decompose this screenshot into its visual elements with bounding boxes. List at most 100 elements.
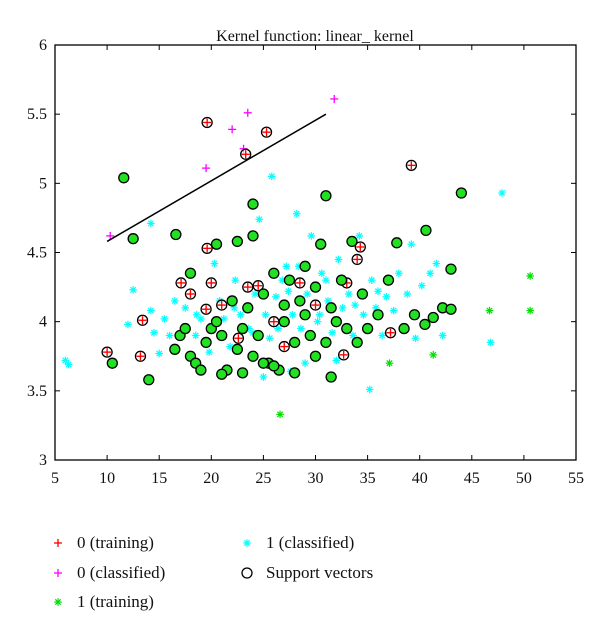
data-point-1-classified- — [374, 287, 382, 296]
data-point-0-classified- — [243, 108, 252, 117]
support-vector-plus — [202, 305, 211, 314]
circle-stroke — [372, 309, 384, 321]
circle-stroke — [257, 357, 270, 369]
support-vector-plus — [186, 290, 195, 298]
circle-stroke — [299, 260, 311, 272]
circle-stroke — [170, 228, 182, 241]
support-vector-point — [427, 311, 439, 324]
circle-stroke — [455, 187, 468, 199]
support-vector-point — [136, 314, 149, 326]
data-point-1-classified- — [181, 304, 190, 312]
data-point-1-classified- — [261, 310, 270, 319]
support-vector-point — [294, 295, 306, 307]
support-vector-point — [309, 350, 322, 362]
star-stroke — [237, 311, 244, 318]
data-point-1-classified- — [307, 232, 316, 240]
support-vector-point — [372, 309, 384, 321]
star-stroke — [147, 220, 154, 227]
y-tick-label: 3 — [39, 452, 47, 469]
star-stroke — [304, 290, 311, 298]
support-vector-point — [216, 329, 228, 342]
star-stroke — [412, 335, 419, 342]
circle-stroke — [257, 288, 270, 300]
circle-stroke — [330, 316, 342, 328]
circle-stroke — [179, 322, 191, 335]
support-vector-plus — [295, 278, 304, 287]
star-stroke — [192, 332, 199, 339]
star-stroke — [360, 311, 367, 318]
data-point-1-classified- — [426, 269, 434, 278]
support-vector-point — [205, 277, 217, 289]
data-point-1-classified- — [255, 215, 264, 224]
circle-stroke — [226, 295, 238, 307]
data-point-1-classified- — [210, 259, 219, 268]
support-vector-point — [337, 349, 350, 361]
circle-stroke — [247, 350, 259, 362]
x-tick-label: 35 — [360, 470, 376, 487]
support-vector-point — [236, 322, 249, 335]
star-stroke — [498, 189, 506, 197]
circle-stroke — [325, 302, 337, 314]
star-stroke — [272, 293, 280, 300]
support-vector-point — [242, 302, 254, 314]
support-vector-point — [320, 190, 332, 202]
star-stroke — [65, 361, 72, 368]
data-point-1-classified- — [267, 172, 276, 181]
data-point-1-training- — [526, 306, 534, 315]
circle-stroke — [320, 336, 332, 349]
support-vector-plus — [339, 350, 348, 359]
support-vector-plus — [407, 161, 416, 170]
star-stroke — [249, 329, 257, 336]
star-stroke — [62, 357, 69, 364]
legend-label: 1 (classified) — [266, 533, 354, 552]
support-vector-point — [247, 230, 259, 242]
data-point-1-training- — [485, 306, 494, 315]
support-vector-point — [118, 172, 130, 184]
data-point-1-classified- — [205, 348, 214, 356]
star-stroke — [333, 357, 340, 364]
data-point-1-training- — [385, 359, 394, 367]
data-point-1-classified- — [124, 320, 132, 329]
support-vector-point — [210, 316, 223, 328]
plot-marks — [61, 94, 534, 419]
support-vector-point — [325, 302, 337, 314]
x-tick-label: 55 — [568, 470, 584, 487]
support-vector-point — [231, 235, 244, 248]
data-point-1-training- — [276, 410, 284, 419]
y-tick-label: 6 — [39, 37, 47, 54]
support-vector-point — [309, 299, 322, 311]
star-stroke — [297, 325, 305, 332]
star-stroke — [285, 288, 292, 295]
x-tick-label: 50 — [516, 470, 532, 487]
circle-stroke — [361, 322, 374, 335]
star-stroke — [262, 311, 269, 318]
star-stroke — [390, 307, 397, 314]
star-stroke — [256, 216, 263, 223]
x-tick-label: 45 — [464, 470, 480, 487]
star-stroke — [147, 307, 154, 314]
support-vector-point — [184, 267, 197, 279]
data-point-1-classified- — [407, 240, 416, 248]
support-vector-point — [216, 299, 228, 311]
circle-stroke — [351, 336, 363, 349]
support-vector-point — [420, 224, 432, 237]
star-stroke — [130, 286, 137, 293]
axes: 5 10 15 20 25 30 35 40 45 50 55 3 3.5 4 4.5 5 5.5 6 — [27, 37, 584, 487]
support-vector-point — [268, 316, 280, 328]
support-vector-plus — [203, 118, 212, 127]
data-point-1-classified- — [359, 310, 368, 319]
support-vector-point — [408, 309, 421, 321]
support-vector-plus — [138, 316, 147, 325]
circle-stroke — [320, 190, 332, 202]
star-stroke — [322, 277, 330, 284]
data-point-1-classified- — [334, 255, 343, 264]
support-vector-point — [247, 198, 259, 210]
data-point-1-classified- — [313, 317, 322, 326]
support-vector-point — [391, 237, 403, 249]
support-vector-point — [330, 316, 342, 328]
legend-item: 1 (training) — [54, 592, 154, 611]
support-vector-plus — [269, 317, 278, 326]
data-point-1-classified- — [147, 219, 155, 228]
data-point-0-classified- — [228, 125, 237, 134]
